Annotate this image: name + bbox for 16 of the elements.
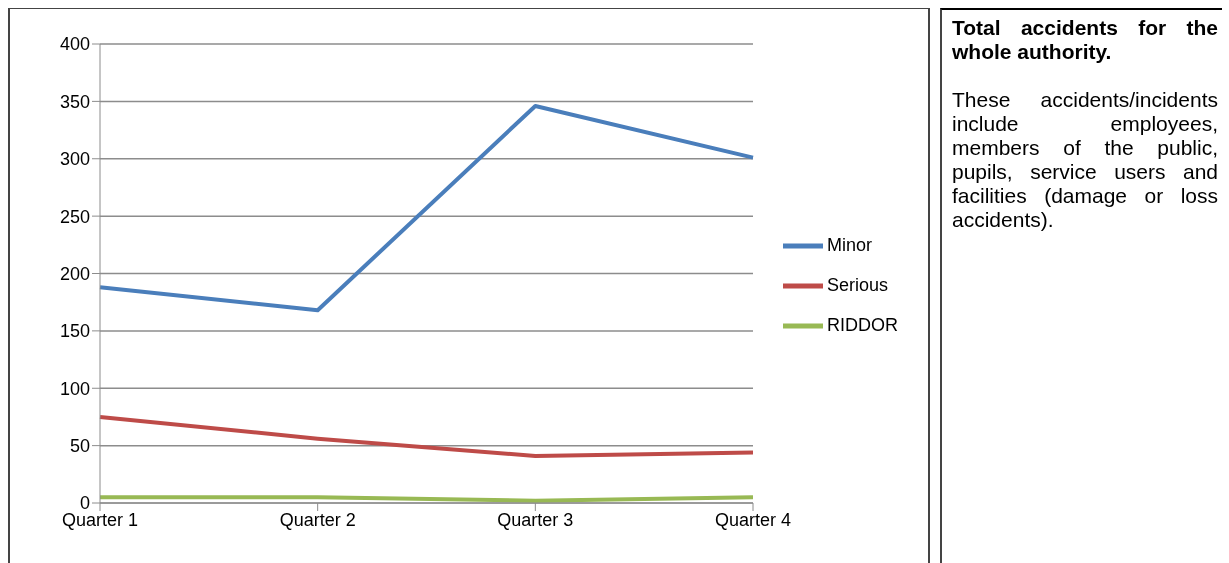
x-tick-label: Quarter 3: [497, 509, 574, 530]
y-tick-label: 350: [59, 91, 90, 112]
x-tick-label: Quarter 4: [714, 509, 792, 530]
legend-label: RIDDOR: [827, 314, 898, 335]
y-tick-label: 150: [59, 321, 90, 342]
legend-label: Serious: [827, 274, 889, 295]
x-tick-label: Quarter 2: [279, 509, 356, 530]
legend-label: Minor: [827, 234, 873, 255]
text: These accidents/incidents include employees, members of the public, pupils, service users and facilities (damage or loss accidents).: [952, 88, 1218, 232]
y-tick-label: 100: [59, 378, 90, 399]
y-tick-label: 200: [59, 263, 90, 284]
y-tick-label: 400: [59, 34, 90, 55]
text: Total accidents for the whole authority.: [952, 16, 1218, 64]
y-tick-label: 50: [69, 436, 90, 457]
y-tick-label: 300: [59, 149, 90, 170]
y-tick-label: 250: [59, 206, 90, 227]
